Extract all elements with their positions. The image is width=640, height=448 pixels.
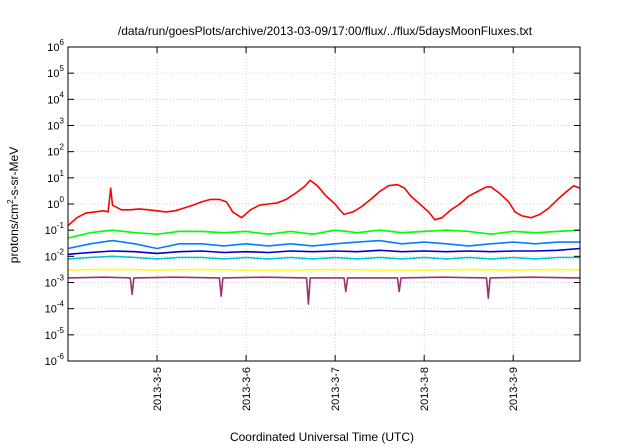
series-line bbox=[67, 239, 580, 250]
y-tick-label: 10-1 bbox=[45, 221, 65, 237]
series-line bbox=[67, 247, 581, 256]
y-tick-label: 10-4 bbox=[45, 300, 65, 316]
series-line bbox=[67, 255, 580, 260]
y-tick-label: 10-2 bbox=[45, 247, 65, 263]
x-tick-label: 2013-3-6 bbox=[241, 367, 253, 411]
series-layer bbox=[67, 179, 581, 305]
x-tick-label: 2013-3-8 bbox=[419, 367, 431, 411]
y-tick-label: 10-5 bbox=[45, 326, 65, 342]
x-tick-label: 2013-3-9 bbox=[508, 367, 520, 411]
y-tick-label: 10-3 bbox=[45, 274, 65, 290]
series-line bbox=[67, 229, 581, 239]
x-axis-label: Coordinated Universal Time (UTC) bbox=[230, 430, 414, 444]
y-tick-label: 100 bbox=[47, 195, 64, 211]
y-tick-label: 102 bbox=[47, 143, 64, 159]
y-axis-label: protons/cm2-s-sr-MeV bbox=[6, 147, 21, 263]
x-tick-label: 2013-3-7 bbox=[330, 367, 342, 411]
y-tick-label: 104 bbox=[47, 90, 64, 106]
x-axis-ticks: 2013-3-5 2013-3-6 2013-3-7 2013-3-8 2013-3-9 bbox=[152, 47, 520, 411]
y-axis-ticks: 10-6 10-5 10-4 10-3 10-2 10-1 100 101 102 103 104 1… bbox=[45, 38, 580, 368]
y-tick-label: 106 bbox=[47, 38, 64, 54]
y-tick-label: 105 bbox=[47, 64, 64, 80]
chart-title: /data/run/goesPlots/archive/2013-03-09/1… bbox=[118, 24, 533, 38]
y-tick-label: 103 bbox=[47, 117, 64, 133]
series-line bbox=[67, 268, 581, 271]
series-line bbox=[67, 276, 581, 305]
grid bbox=[68, 47, 580, 361]
series-line bbox=[67, 179, 581, 227]
x-tick-label: 2013-3-5 bbox=[152, 367, 164, 411]
y-tick-label: 10-6 bbox=[45, 352, 65, 368]
y-tick-label: 101 bbox=[47, 169, 64, 185]
